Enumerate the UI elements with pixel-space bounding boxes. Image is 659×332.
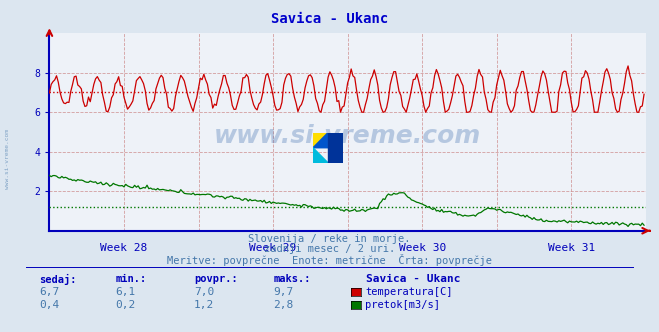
Text: www.si-vreme.com: www.si-vreme.com [214, 124, 481, 148]
Text: min.:: min.: [115, 274, 146, 284]
Polygon shape [328, 148, 343, 163]
Text: zadnji mesec / 2 uri.: zadnji mesec / 2 uri. [264, 244, 395, 254]
Text: 0,2: 0,2 [115, 300, 135, 310]
Polygon shape [313, 133, 328, 148]
Text: 1,2: 1,2 [194, 300, 214, 310]
Text: 6,1: 6,1 [115, 287, 135, 297]
Text: Week 31: Week 31 [548, 243, 595, 253]
Text: Meritve: povprečne  Enote: metrične  Črta: povprečje: Meritve: povprečne Enote: metrične Črta:… [167, 254, 492, 266]
Polygon shape [313, 133, 328, 148]
Text: pretok[m3/s]: pretok[m3/s] [365, 300, 440, 310]
Text: 0,4: 0,4 [39, 300, 59, 310]
Text: temperatura[C]: temperatura[C] [365, 287, 453, 297]
Polygon shape [328, 133, 343, 148]
Text: Week 28: Week 28 [100, 243, 148, 253]
Polygon shape [313, 148, 328, 163]
Text: sedaj:: sedaj: [40, 274, 77, 285]
Text: Savica - Ukanc: Savica - Ukanc [271, 12, 388, 26]
Text: Slovenija / reke in morje.: Slovenija / reke in morje. [248, 234, 411, 244]
Text: 2,8: 2,8 [273, 300, 293, 310]
Text: 9,7: 9,7 [273, 287, 293, 297]
Text: 6,7: 6,7 [39, 287, 59, 297]
Text: Week 30: Week 30 [399, 243, 445, 253]
Text: maks.:: maks.: [273, 274, 311, 284]
Text: povpr.:: povpr.: [194, 274, 238, 284]
Text: Week 29: Week 29 [250, 243, 297, 253]
Text: www.si-vreme.com: www.si-vreme.com [5, 129, 11, 189]
Text: 7,0: 7,0 [194, 287, 214, 297]
Text: Savica - Ukanc: Savica - Ukanc [366, 274, 460, 284]
